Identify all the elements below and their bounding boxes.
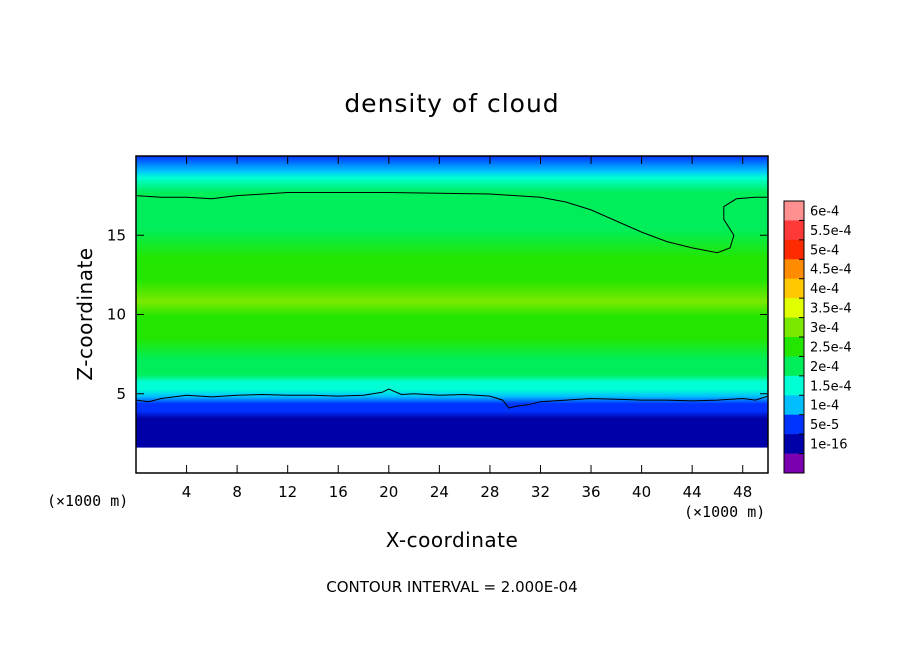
colorbar-band <box>784 375 804 396</box>
colorbar-label: 2.5e-4 <box>810 340 852 355</box>
x-tick-label: 12 <box>278 483 297 501</box>
y-tick-label: 5 <box>116 385 126 403</box>
x-tick-label: 24 <box>430 483 449 501</box>
x-tick-label: 32 <box>531 483 550 501</box>
colorbar-band <box>784 298 804 318</box>
colorbar-label: 3e-4 <box>810 321 839 336</box>
x-tick-label: 36 <box>581 483 600 501</box>
x-tick-label: 44 <box>683 483 702 501</box>
contour-line-0 <box>136 192 768 254</box>
colorbar-label: 3.5e-4 <box>810 302 852 317</box>
colorbar-band <box>784 259 804 280</box>
colorbar-band <box>784 239 804 260</box>
x-tick-label: 16 <box>329 483 348 501</box>
colorbar-label: 5e-5 <box>810 418 839 433</box>
y-axis-ticks: 5 10 15 <box>107 226 768 403</box>
colorbar-label: 4.5e-4 <box>810 263 852 278</box>
x-tick-label: 48 <box>733 483 752 501</box>
contour-interval-label: CONTOUR INTERVAL = 2.000E-04 <box>326 578 577 596</box>
x-tick-label: 8 <box>232 483 242 501</box>
x-axis-unit: (×1000 m) <box>684 503 765 521</box>
colorbar-label: 2e-4 <box>810 360 839 375</box>
colorbar-label: 5.5e-4 <box>810 224 852 239</box>
y-axis-unit: (×1000 m) <box>47 492 128 510</box>
y-axis-label: Z-coordinate <box>73 247 97 380</box>
y-tick-label: 10 <box>107 306 126 324</box>
contour-lines <box>136 192 768 409</box>
x-axis-ticks: 4 8 12 16 20 24 28 32 36 40 44 48 <box>182 156 752 501</box>
colorbar-band <box>784 434 804 454</box>
x-tick-label: 20 <box>379 483 398 501</box>
colorbar-label: 1.5e-4 <box>810 379 852 394</box>
x-tick-label: 40 <box>632 483 651 501</box>
colorbar-band <box>784 453 804 474</box>
chart-title: density of cloud <box>344 89 559 118</box>
colorbar-label: 6e-4 <box>810 204 839 219</box>
contour-line-1 <box>136 388 768 409</box>
colorbar-label: 1e-16 <box>810 438 848 453</box>
colorbar-band <box>784 356 804 377</box>
colorbar-band <box>784 337 804 357</box>
density-field <box>136 156 768 448</box>
x-tick-label: 28 <box>480 483 499 501</box>
x-axis-label: X-coordinate <box>386 528 519 552</box>
colorbar-band <box>784 278 804 299</box>
colorbar-band <box>784 414 804 435</box>
x-tick-label: 4 <box>182 483 192 501</box>
colorbar-band <box>784 317 804 338</box>
y-tick-label: 15 <box>107 226 126 244</box>
colorbar-band <box>784 395 804 416</box>
colorbar: 6e-4 5.5e-4 5e-4 4.5e-4 4e-4 3.5e-4 3e-4 2.5e-4… <box>783 200 852 474</box>
colorbar-label: 5e-4 <box>810 243 839 258</box>
colorbar-label: 4e-4 <box>810 282 839 297</box>
colorbar-band <box>784 220 804 241</box>
colorbar-band <box>784 201 804 221</box>
colorbar-label: 1e-4 <box>810 399 839 414</box>
density-field-fill <box>136 156 768 448</box>
